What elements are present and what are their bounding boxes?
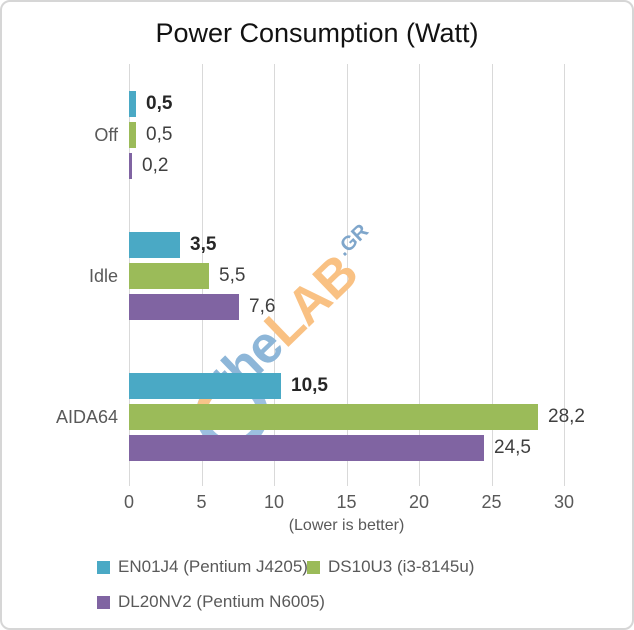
bar-off-series0	[129, 91, 136, 117]
category-label: Off	[94, 125, 118, 145]
legend-item: DS10U3 (i3-8145u)	[307, 557, 474, 577]
value-label: 3,5	[190, 234, 217, 255]
gridline	[419, 64, 420, 486]
bar-idle-series2	[129, 294, 239, 320]
category-label: Idle	[88, 266, 118, 286]
x-tick-label: 5	[196, 492, 207, 512]
bar-aida64-series0	[129, 373, 281, 399]
value-label: 0,2	[142, 155, 169, 176]
value-label: 24,5	[494, 437, 531, 458]
x-tick-label: 15	[336, 492, 357, 512]
bar-aida64-series1	[129, 404, 538, 430]
value-label: 7,6	[249, 296, 276, 317]
value-label: 0,5	[146, 124, 173, 145]
x-axis-label: (Lower is better)	[288, 517, 405, 534]
legend-swatch-icon	[97, 560, 110, 574]
x-tick-label: 25	[481, 492, 502, 512]
legend-swatch-icon	[97, 595, 110, 609]
value-label: 28,2	[548, 406, 585, 427]
gridline	[346, 64, 348, 486]
gridline	[564, 64, 565, 486]
gridline	[274, 64, 275, 486]
value-label: 10,5	[291, 375, 328, 396]
bar-idle-series0	[129, 232, 180, 258]
value-label: 0,5	[146, 93, 173, 114]
value-label: 5,5	[219, 265, 246, 286]
bar-aida64-series2	[129, 435, 484, 461]
x-tick-label: 0	[123, 492, 134, 512]
x-tick-label: 30	[553, 492, 575, 512]
legend-label: EN01J4 (Pentium J4205)	[118, 557, 308, 576]
gridline	[491, 64, 493, 486]
legend-item: DL20NV2 (Pentium N6005)	[97, 592, 325, 612]
legend-item: EN01J4 (Pentium J4205)	[97, 557, 308, 577]
bar-idle-series1	[129, 263, 209, 289]
legend-label: DL20NV2 (Pentium N6005)	[118, 592, 325, 611]
legend-swatch-icon	[307, 560, 320, 574]
legend-label: DS10U3 (i3-8145u)	[328, 557, 475, 576]
bar-off-series1	[129, 122, 136, 148]
chart-title: Power Consumption (Watt)	[155, 18, 479, 48]
category-label: AIDA64	[55, 407, 118, 427]
x-tick-label: 10	[263, 492, 285, 512]
bar-off-series2	[129, 153, 132, 179]
x-tick-label: 20	[408, 492, 430, 512]
